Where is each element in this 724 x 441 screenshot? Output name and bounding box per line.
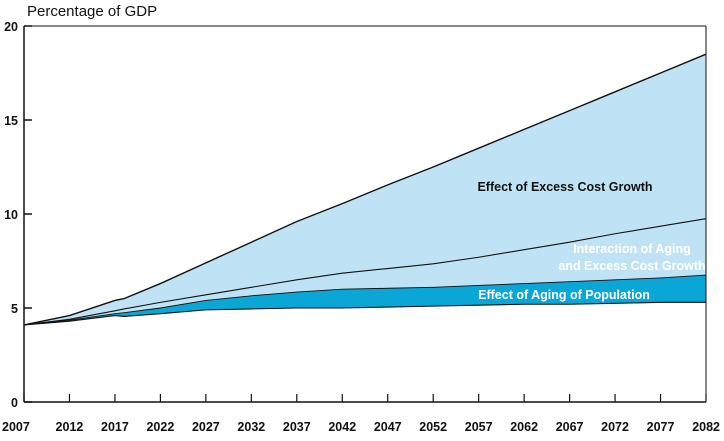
x-tick-label: 2022 xyxy=(146,420,174,434)
annotation-label: Interaction of Aging xyxy=(573,242,691,256)
series-line-interaction-boundary xyxy=(23,274,707,326)
annotation-label: Effect of Aging of Population xyxy=(478,288,650,302)
band-effect-of-aging-of-population xyxy=(24,275,706,325)
y-tick-label: 15 xyxy=(4,114,18,128)
y-axis-title: Percentage of GDP xyxy=(27,3,158,20)
annotation-label: and Excess Cost Growth xyxy=(558,259,705,273)
x-tick-label: 2017 xyxy=(101,420,129,434)
annotation-label: Effect of Excess Cost Growth xyxy=(477,180,652,194)
x-tick-label: 2082 xyxy=(692,420,720,434)
x-tick-label: 2072 xyxy=(601,420,629,434)
x-tick-label: 2062 xyxy=(510,420,538,434)
x-tick-label: 2037 xyxy=(283,420,311,434)
y-tick-label: 10 xyxy=(4,208,18,222)
y-tick-label: 20 xyxy=(4,20,18,34)
x-tick-label: 2067 xyxy=(556,420,584,434)
x-tick-label: 2042 xyxy=(328,420,356,434)
x-tick-label: 2027 xyxy=(192,420,220,434)
y-tick-label: 0 xyxy=(11,396,18,410)
series-line-base xyxy=(23,301,706,326)
x-tick-label: 2077 xyxy=(647,420,675,434)
x-tick-label: 2012 xyxy=(56,420,84,434)
series-line-excess-cost-boundary xyxy=(23,218,707,326)
x-tick-label: 2007 xyxy=(2,420,30,434)
x-tick-label: 2052 xyxy=(419,420,447,434)
band-interaction-of-aging-and-excess-cost-growth xyxy=(24,218,706,325)
series-line-total xyxy=(23,53,707,326)
x-tick-label: 2032 xyxy=(237,420,265,434)
x-tick-label: 2057 xyxy=(465,420,493,434)
y-tick-label: 5 xyxy=(11,302,18,316)
x-tick-label: 2047 xyxy=(374,420,402,434)
